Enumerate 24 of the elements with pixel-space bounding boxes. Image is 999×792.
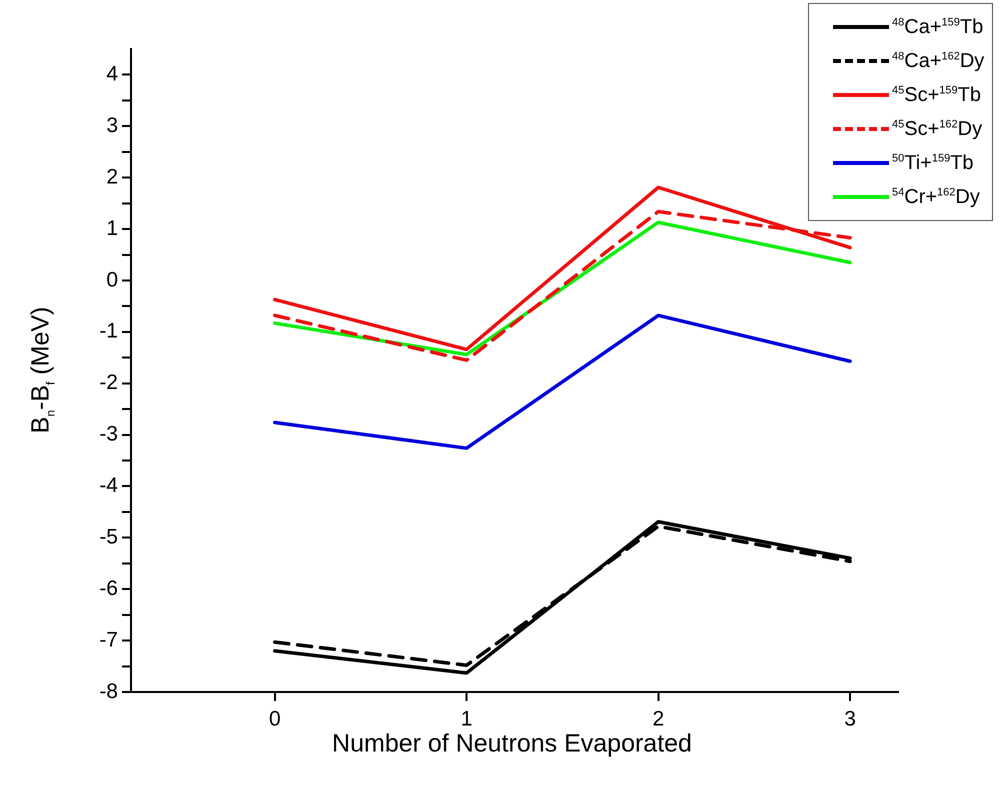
x-tick-label: 2 [652, 707, 664, 730]
x-tick-label: 0 [268, 707, 281, 730]
legend-label: $^{54}$Cr+$^{162}$Dy [892, 186, 980, 208]
y-tick-label: -4 [99, 474, 118, 498]
y-tick-label: -3 [99, 422, 118, 446]
y-tick-label: -8 [99, 680, 118, 703]
y-tick-label: -5 [99, 525, 118, 548]
y-tick-label: -7 [99, 628, 118, 652]
y-tick-label: 1 [106, 216, 118, 240]
legend-label: $^{45}$Sc+$^{162}$Dy [892, 118, 982, 140]
legend-label: $^{50}$Ti+$^{159}$Tb [892, 152, 974, 174]
y-tick-label: -6 [99, 576, 118, 600]
x-tick-label: 1 [460, 707, 472, 730]
y-tick-label: 2 [106, 165, 118, 188]
legend-label: $^{45}$Sc+$^{159}$Tb [892, 84, 981, 106]
y-tick-label: 4 [106, 62, 118, 86]
x-tick-label: 3 [844, 707, 856, 730]
y-tick-label: -1 [99, 320, 118, 343]
x-axis-title: Number of Neutrons Evaporated [332, 730, 692, 758]
y-tick-label: -2 [99, 371, 118, 394]
y-tick-label: 3 [106, 114, 118, 137]
legend-label: $^{48}$Ca+$^{162}$Dy [892, 50, 984, 72]
y-tick-label: 0 [106, 268, 118, 292]
legend-label: $^{48}$Ca+$^{159}$Tb [892, 16, 984, 38]
